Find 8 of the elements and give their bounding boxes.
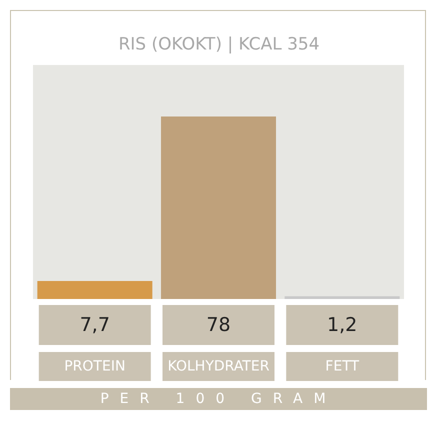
x-tick-label: FETT [325,358,360,374]
text: PER 100 GRAM [10,388,427,410]
data-label: 7,7 [80,314,110,336]
chart-title: RIS (OKOKT) | KCAL 354 [118,34,320,54]
x-tick-label: PROTEIN [64,358,126,374]
data-label: 78 [206,314,231,336]
x-tick-label: KOLHYDRATER [168,358,270,374]
data-label: 1,2 [327,314,358,336]
